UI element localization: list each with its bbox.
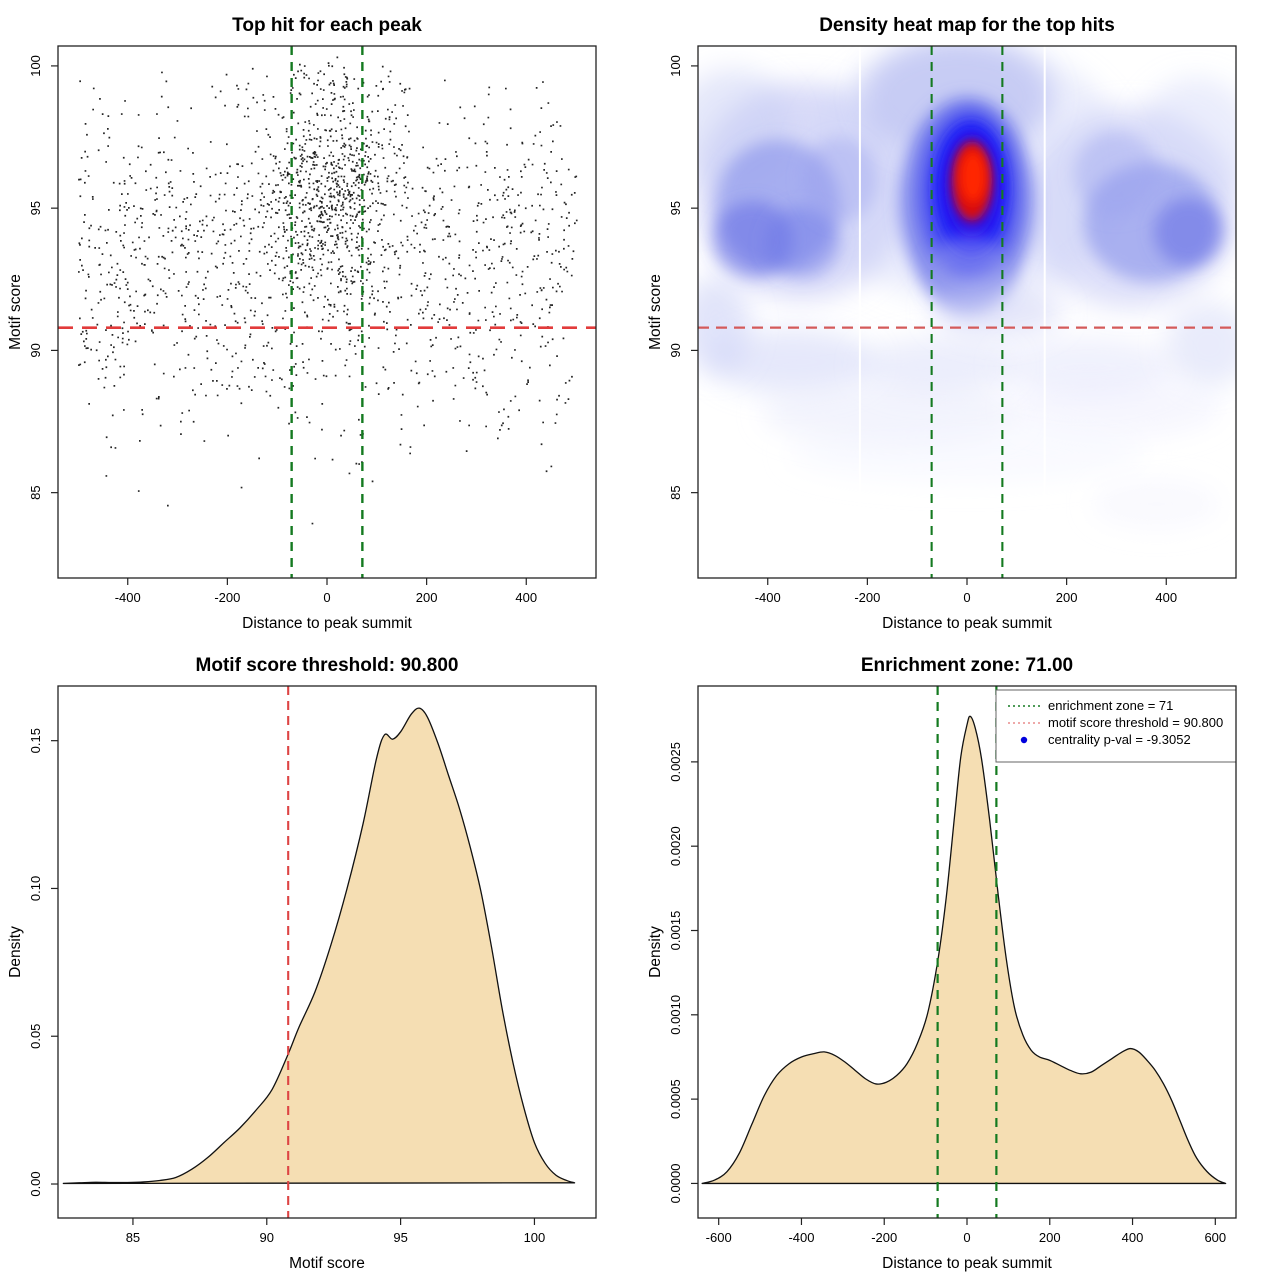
y-tick-label: 85 xyxy=(668,485,683,499)
scatter-title: Top hit for each peak xyxy=(232,15,422,36)
enrichment-zone-title: Enrichment zone: 71.00 xyxy=(860,655,1074,676)
axes: -400 -200 0 200 400 85 90 95 100 Distance to peak… xyxy=(7,45,597,632)
panel-density-heatmap: -400 -200 0 200 400 85 90 95 100 Distance to peak… xyxy=(640,0,1280,640)
x-tick-label: -200 xyxy=(871,1230,897,1245)
x-tick-label: 400 xyxy=(1122,1230,1144,1245)
density-blob xyxy=(1091,479,1222,529)
density-blob xyxy=(698,276,751,374)
x-tick-label: -400 xyxy=(115,590,141,605)
x-tick-label: -400 xyxy=(788,1230,814,1245)
x-tick-label: -400 xyxy=(755,590,781,605)
panel-motif-score-density: 85 90 95 100 0.00 0.05 0.10 0.15 Motif score Dens… xyxy=(0,640,640,1280)
y-tick-label: 0.0020 xyxy=(668,826,683,866)
y-tick-label: 0.0000 xyxy=(668,1164,683,1204)
summit-distance-density-plot: enrichment zone = 71 motif score threshol… xyxy=(647,685,1237,1272)
x-tick-label: -200 xyxy=(854,590,880,605)
density-blob xyxy=(1011,377,1222,438)
legend-label: enrichment zone = 71 xyxy=(1048,698,1173,713)
y-tick-label: 0.0005 xyxy=(668,1079,683,1119)
density-blob xyxy=(960,151,986,203)
x-tick-label: 90 xyxy=(260,1230,274,1245)
density-blob xyxy=(765,206,840,278)
axes: -400 -200 0 200 400 85 90 95 100 Distance to peak… xyxy=(647,45,1237,632)
axes: 85 90 95 100 0.00 0.05 0.10 0.15 Motif score Dens… xyxy=(7,685,597,1272)
x-tick-label: 85 xyxy=(126,1230,140,1245)
y-tick-label: 0.00 xyxy=(28,1171,43,1196)
legend-label: motif score threshold = 90.800 xyxy=(1048,715,1223,730)
x-tick-label: 200 xyxy=(416,590,438,605)
y-tick-label: 0.0010 xyxy=(668,995,683,1035)
y-tick-label: 0.05 xyxy=(28,1024,43,1049)
density-curve xyxy=(62,707,576,1185)
x-axis-label: Distance to peak summit xyxy=(882,1255,1052,1272)
y-tick-label: 85 xyxy=(28,485,43,499)
y-tick-label: 95 xyxy=(668,201,683,215)
density-blob xyxy=(1074,131,1159,217)
x-tick-label: 95 xyxy=(393,1230,407,1245)
x-tick-label: 0 xyxy=(963,590,970,605)
x-tick-label: 200 xyxy=(1039,1230,1061,1245)
y-tick-label: 0.0015 xyxy=(668,911,683,951)
x-tick-label: 400 xyxy=(515,590,537,605)
x-tick-label: -200 xyxy=(214,590,240,605)
y-axis-label: Density xyxy=(7,926,24,978)
density-curve xyxy=(701,715,1227,1185)
y-tick-label: 100 xyxy=(28,55,43,77)
panel-summit-distance-density: enrichment zone = 71 motif score threshol… xyxy=(640,640,1280,1280)
y-tick-label: 0.0025 xyxy=(668,742,683,782)
y-tick-label: 100 xyxy=(668,55,683,77)
legend: enrichment zone = 71 motif score threshol… xyxy=(995,689,1237,763)
heatmap-title: Density heat map for the top hits xyxy=(819,15,1115,36)
density-blob xyxy=(1153,198,1224,267)
x-tick-label: 100 xyxy=(524,1230,546,1245)
y-axis-label: Motif score xyxy=(647,274,664,350)
y-tick-label: 90 xyxy=(668,343,683,357)
x-axis-label: Distance to peak summit xyxy=(882,615,1052,632)
density-blob xyxy=(932,283,1062,338)
density-blob xyxy=(710,329,875,395)
y-axis-label: Density xyxy=(647,926,664,978)
x-axis-label: Distance to peak summit xyxy=(242,615,412,632)
motif-score-density-plot: 85 90 95 100 0.00 0.05 0.10 0.15 Motif score Dens… xyxy=(7,685,597,1272)
heatmap-field xyxy=(698,46,1236,578)
x-tick-label: 600 xyxy=(1204,1230,1226,1245)
scatter-points xyxy=(78,56,578,525)
x-tick-label: 200 xyxy=(1056,590,1078,605)
x-tick-label: 400 xyxy=(1155,590,1177,605)
panel-top-hit-scatter: -400 -200 0 200 400 85 90 95 100 Distance to peak… xyxy=(0,0,640,640)
motif-density-title: Motif score threshold: 90.800 xyxy=(195,655,459,676)
axes: -600 -400 -200 0 200 400 600 0.0000 0.0005 0.0010… xyxy=(647,685,1237,1272)
legend-label: centrality p-val = -9.3052 xyxy=(1048,732,1191,747)
top-hit-scatter-plot: -400 -200 0 200 400 85 90 95 100 Distance to peak… xyxy=(7,45,597,632)
y-axis-label: Motif score xyxy=(7,274,24,350)
density-blob xyxy=(859,337,1015,395)
density-blob xyxy=(787,422,1147,483)
y-tick-label: 90 xyxy=(28,343,43,357)
x-tick-label: 0 xyxy=(323,590,330,605)
y-tick-label: 95 xyxy=(28,201,43,215)
legend-point-sample xyxy=(1020,736,1028,744)
density-heatmap-plot: -400 -200 0 200 400 85 90 95 100 Distance to peak… xyxy=(647,45,1237,632)
x-axis-label: Motif score xyxy=(289,1255,365,1272)
y-tick-label: 0.10 xyxy=(28,876,43,901)
density-blob xyxy=(802,137,878,223)
y-tick-label: 0.15 xyxy=(28,728,43,753)
x-tick-label: 0 xyxy=(963,1230,970,1245)
x-tick-label: -600 xyxy=(706,1230,732,1245)
density-blob xyxy=(1166,302,1236,388)
